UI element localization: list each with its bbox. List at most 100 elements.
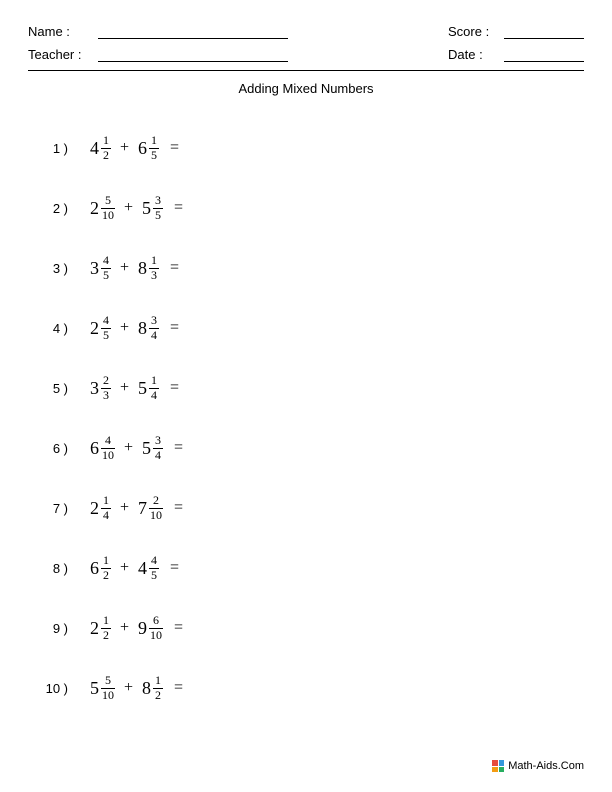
name-label: Name : <box>28 24 98 39</box>
denominator-b: 5 <box>154 209 162 222</box>
numerator-b: 3 <box>150 314 158 327</box>
operator: + <box>118 439 139 457</box>
date-label: Date : <box>448 47 504 62</box>
problem-number: 5 ) <box>30 381 74 396</box>
mixed-number-a: 323 <box>90 374 111 401</box>
problem-row: 4 ) 245+83 4 = <box>30 298 584 358</box>
mixed-number-b: 813 <box>138 254 159 281</box>
problem-row: 9 )212+9610= <box>30 598 584 658</box>
problem-number: 8 ) <box>30 561 74 576</box>
name-blank[interactable] <box>98 25 288 39</box>
operator: + <box>118 199 139 217</box>
numerator-b: 4 <box>150 554 158 567</box>
equals-sign: = <box>166 199 183 217</box>
whole-b: 6 <box>138 138 149 159</box>
problem-expression: 323+514= <box>74 374 179 401</box>
mixed-number-b: 535 <box>142 194 163 221</box>
problem-row: 3 )345+813= <box>30 238 584 298</box>
numerator-b: 1 <box>150 374 158 387</box>
numerator-a: 5 <box>104 674 112 687</box>
score-blank[interactable] <box>504 25 584 39</box>
whole-a: 6 <box>90 558 101 579</box>
equals-sign: = <box>162 559 179 577</box>
mixed-number-b: 445 <box>138 554 159 581</box>
fraction-b: 35 <box>153 194 163 221</box>
whole-b: 8 <box>138 258 149 279</box>
whole-a: 3 <box>90 378 101 399</box>
problem-expression: 6410+534= <box>74 434 183 461</box>
problem-expression: 345+813= <box>74 254 179 281</box>
mixed-number-b: 7210 <box>138 494 163 521</box>
date-blank[interactable] <box>504 48 584 62</box>
teacher-blank[interactable] <box>98 48 288 62</box>
operator: + <box>114 139 135 157</box>
header-divider <box>28 70 584 71</box>
denominator-b: 3 <box>150 269 158 282</box>
problem-number: 2 ) <box>30 201 74 216</box>
problem-row: 10 )5510+812= <box>30 658 584 718</box>
problem-number: 9 ) <box>30 621 74 636</box>
whole-a: 2 <box>90 618 101 639</box>
fraction-b: 14 <box>149 374 159 401</box>
denominator-a: 3 <box>102 389 110 402</box>
equals-sign: = <box>162 259 179 277</box>
denominator-a: 5 <box>102 329 110 342</box>
problem-row: 6 )6410+534= <box>30 418 584 478</box>
fraction-b: 15 <box>149 134 159 161</box>
equals-sign: = <box>162 319 179 337</box>
fraction-b: 13 <box>149 254 159 281</box>
problem-expression: 245+83 4 = <box>74 314 179 341</box>
fraction-b: 34 <box>153 434 163 461</box>
date-field: Date : <box>306 47 584 62</box>
whole-a: 3 <box>90 258 101 279</box>
denominator-a: 5 <box>102 269 110 282</box>
mixed-number-a: 6410 <box>90 434 115 461</box>
numerator-a: 4 <box>102 314 110 327</box>
fraction-a: 410 <box>101 434 115 461</box>
problem-row: 7 )214+7210= <box>30 478 584 538</box>
mixed-number-a: 245 <box>90 314 111 341</box>
equals-sign: = <box>166 679 183 697</box>
fraction-b: 210 <box>149 494 163 521</box>
problem-list: 1 )412+615=2 )2510+535=3 )345+813=4 )245… <box>28 118 584 718</box>
worksheet-title: Adding Mixed Numbers <box>28 81 584 96</box>
problem-number: 4 ) <box>30 321 74 336</box>
problem-number: 7 ) <box>30 501 74 516</box>
mixed-number-a: 212 <box>90 614 111 641</box>
fraction-a: 12 <box>101 134 111 161</box>
operator: + <box>114 499 135 517</box>
denominator-a: 4 <box>102 509 110 522</box>
mixed-number-a: 214 <box>90 494 111 521</box>
denominator-a: 10 <box>101 209 115 222</box>
numerator-a: 2 <box>102 374 110 387</box>
numerator-a: 1 <box>102 554 110 567</box>
fraction-b: 45 <box>149 554 159 581</box>
mixed-number-b: 812 <box>142 674 163 701</box>
whole-b: 9 <box>138 618 149 639</box>
denominator-b: 10 <box>149 629 163 642</box>
numerator-a: 1 <box>102 494 110 507</box>
numerator-b: 1 <box>150 254 158 267</box>
mixed-number-b: 514 <box>138 374 159 401</box>
equals-sign: = <box>166 439 183 457</box>
whole-b: 4 <box>138 558 149 579</box>
numerator-a: 1 <box>102 614 110 627</box>
problem-number: 3 ) <box>30 261 74 276</box>
problem-row: 1 )412+615= <box>30 118 584 178</box>
score-label: Score : <box>448 24 504 39</box>
denominator-b: 2 <box>154 689 162 702</box>
operator: + <box>114 319 135 337</box>
mixed-number-a: 2510 <box>90 194 115 221</box>
whole-b: 8 <box>142 678 153 699</box>
whole-b: 8 <box>138 318 149 339</box>
problem-expression: 2510+535= <box>74 194 183 221</box>
operator: + <box>114 559 135 577</box>
denominator-b: 4 <box>150 389 158 402</box>
denominator-b: 10 <box>149 509 163 522</box>
logo-icon <box>492 760 504 772</box>
denominator-a: 2 <box>102 569 110 582</box>
mixed-number-b: 9610 <box>138 614 163 641</box>
operator: + <box>114 259 135 277</box>
fraction-a: 12 <box>101 554 111 581</box>
problem-number: 10 ) <box>30 681 74 696</box>
